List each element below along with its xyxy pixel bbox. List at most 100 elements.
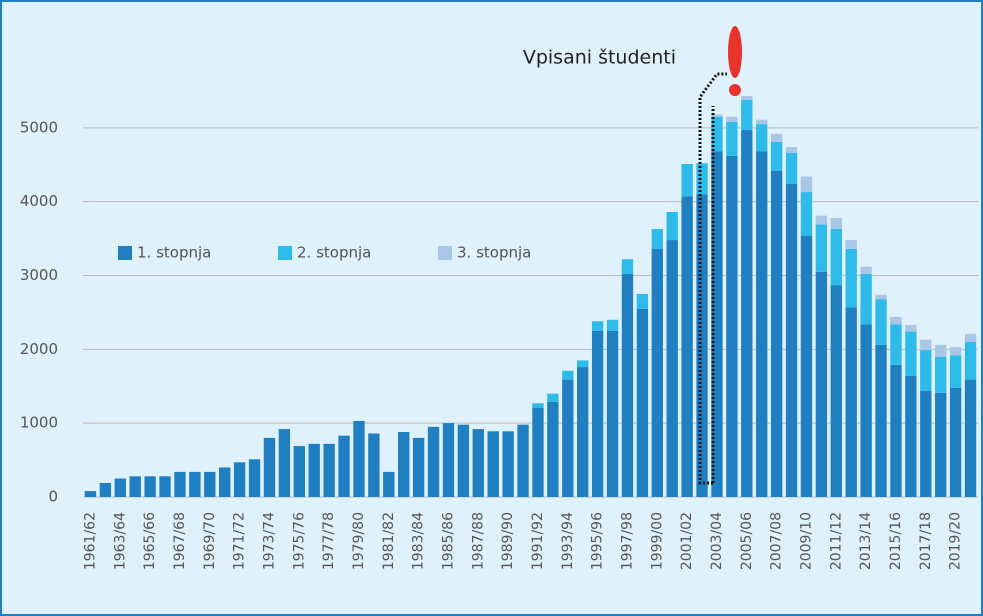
bar-segment bbox=[651, 248, 663, 497]
bar-segment bbox=[442, 423, 455, 497]
bar-segment bbox=[606, 330, 619, 497]
bar-segment bbox=[875, 344, 887, 497]
x-tick-label: 2009/10 bbox=[798, 512, 814, 570]
bar-segment bbox=[785, 147, 798, 153]
bar-segment bbox=[726, 116, 738, 122]
bar-segment bbox=[606, 319, 619, 331]
bar-segment bbox=[383, 471, 395, 497]
x-tick-label: 1989/90 bbox=[500, 512, 516, 570]
bar-segment bbox=[770, 141, 783, 171]
legend-swatch bbox=[438, 246, 452, 260]
bar-segment bbox=[577, 367, 589, 497]
bar-segment bbox=[845, 240, 857, 249]
y-tick-label: 5000 bbox=[20, 118, 58, 136]
bar-segment bbox=[935, 356, 947, 393]
x-tick-label: 1961/62 bbox=[82, 512, 98, 570]
annotation-outline bbox=[698, 72, 727, 485]
exclamation-dot bbox=[729, 84, 741, 96]
bar-segment bbox=[905, 331, 917, 376]
bar-segment bbox=[741, 96, 753, 100]
bar-segment bbox=[696, 194, 708, 498]
bars: 1961/62 1963/64 1965/66 1967/68 1969/70 1971/… bbox=[82, 96, 977, 570]
bar-segment bbox=[293, 446, 305, 497]
x-tick-label: 2001/02 bbox=[679, 512, 695, 570]
bar-segment bbox=[487, 431, 499, 497]
bar-segment bbox=[577, 360, 589, 368]
x-tick-label: 1971/72 bbox=[232, 512, 248, 570]
bar-segment bbox=[99, 482, 112, 497]
bar-segment bbox=[562, 379, 574, 497]
bar-segment bbox=[502, 431, 514, 497]
bar-segment bbox=[964, 341, 977, 380]
x-tick-label: 1987/88 bbox=[470, 512, 486, 570]
bar-segment bbox=[711, 114, 723, 117]
bar-segment bbox=[785, 152, 798, 184]
bar-segment bbox=[263, 437, 276, 497]
bar-segment bbox=[920, 390, 932, 497]
bar-segment bbox=[323, 443, 335, 497]
legend-label: 1. stopnja bbox=[137, 244, 211, 262]
x-tick-label: 1965/66 bbox=[142, 512, 158, 570]
bar-segment bbox=[189, 471, 201, 497]
bar-segment bbox=[666, 212, 678, 241]
bar-segment bbox=[756, 124, 768, 152]
bar-segment bbox=[308, 443, 320, 497]
bar-segment bbox=[219, 467, 231, 497]
bar-segment bbox=[547, 401, 559, 497]
y-tick-label: 4000 bbox=[20, 192, 58, 210]
bar-segment bbox=[815, 215, 828, 225]
bar-segment bbox=[636, 308, 649, 497]
x-tick-label: 1963/64 bbox=[112, 512, 128, 570]
bar-segment bbox=[770, 170, 783, 497]
bar-segment bbox=[248, 459, 261, 497]
x-tick-label: 2011/12 bbox=[828, 512, 844, 570]
bar-segment bbox=[845, 248, 857, 308]
bar-segment bbox=[204, 471, 216, 497]
bar-segment bbox=[964, 379, 977, 497]
y-tick-label: 1000 bbox=[20, 414, 58, 432]
bar-segment bbox=[591, 330, 604, 497]
bar-segment bbox=[800, 235, 813, 497]
x-tick-label: 2017/18 bbox=[918, 512, 934, 570]
bar-segment bbox=[726, 155, 738, 497]
bar-segment bbox=[741, 99, 753, 131]
bar-segment bbox=[159, 476, 171, 497]
bar-segment bbox=[860, 274, 872, 325]
legend-label: 3. stopnja bbox=[457, 244, 531, 262]
bar-segment bbox=[621, 259, 634, 275]
bar-segment bbox=[696, 163, 708, 195]
bar-segment bbox=[920, 339, 932, 351]
bar-segment bbox=[84, 491, 97, 497]
y-tick-label: 2000 bbox=[20, 340, 58, 358]
x-tick-label: 1977/78 bbox=[321, 512, 337, 570]
x-tick-label: 2003/04 bbox=[709, 512, 725, 570]
grid: 0 1000 2000 3000 4000 5000 bbox=[20, 118, 978, 506]
legend-label: 2. stopnja bbox=[297, 244, 371, 262]
legend-swatch bbox=[118, 246, 132, 260]
bar-segment bbox=[815, 224, 828, 272]
bar-segment bbox=[353, 420, 365, 497]
bar-segment bbox=[785, 183, 798, 498]
bar-segment bbox=[935, 392, 947, 497]
bar-segment bbox=[129, 476, 141, 497]
bar-segment bbox=[830, 285, 842, 497]
y-tick-label: 0 bbox=[48, 488, 58, 506]
bar-segment bbox=[935, 344, 947, 357]
bar-segment bbox=[427, 426, 440, 497]
x-tick-label: 2019/20 bbox=[948, 512, 964, 570]
bar-segment bbox=[756, 119, 768, 125]
bar-segment bbox=[532, 403, 544, 408]
bar-segment bbox=[860, 324, 872, 497]
bar-segment bbox=[920, 350, 932, 391]
bar-segment bbox=[547, 393, 559, 402]
x-tick-label: 1995/96 bbox=[590, 512, 606, 570]
bar-segment bbox=[875, 294, 887, 300]
bar-segment bbox=[964, 333, 977, 342]
bar-segment bbox=[949, 347, 962, 356]
x-tick-label: 1979/80 bbox=[351, 512, 367, 570]
bar-segment bbox=[711, 151, 723, 497]
bar-segment bbox=[651, 228, 663, 249]
bar-segment bbox=[666, 240, 678, 497]
x-tick-label: 1969/70 bbox=[202, 512, 218, 570]
